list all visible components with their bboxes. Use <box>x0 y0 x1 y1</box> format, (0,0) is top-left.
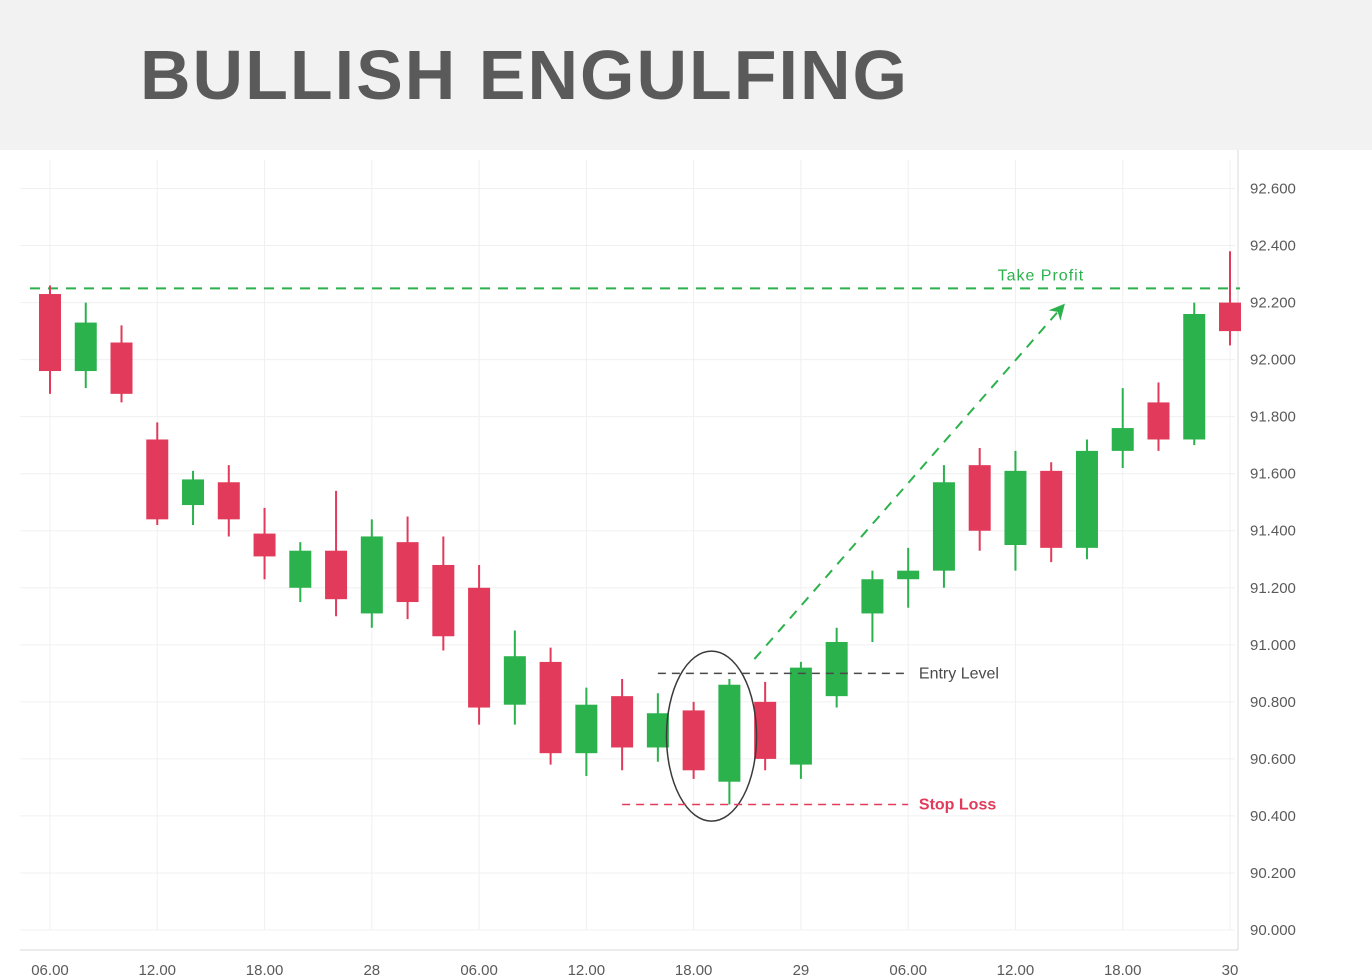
x-tick-label: 06.00 <box>460 962 498 979</box>
candle-bear <box>683 710 705 770</box>
candle-bull <box>647 713 669 747</box>
y-tick-label: 91.000 <box>1250 637 1296 654</box>
stop-loss-label: Stop Loss <box>919 797 996 814</box>
y-tick-label: 90.000 <box>1250 922 1296 939</box>
chart-area: 92.600 92.400 92.200 92.000 91.800 91.600 91.4… <box>0 150 1372 980</box>
x-tick-label: 18.00 <box>1104 962 1142 979</box>
candle-bear <box>754 702 776 759</box>
candle-bull <box>933 482 955 570</box>
chart-header: BULLISH ENGULFING <box>0 0 1372 150</box>
candle-bear <box>611 696 633 747</box>
entry-level-label: Entry Level <box>919 665 999 682</box>
candle-bear <box>1040 471 1062 548</box>
x-tick-label: 30 <box>1222 962 1239 979</box>
candle-bear <box>969 465 991 531</box>
y-tick-label: 92.400 <box>1250 238 1296 255</box>
x-tick-label: 18.00 <box>675 962 713 979</box>
candle-bull <box>361 536 383 613</box>
y-tick-label: 90.200 <box>1250 865 1296 882</box>
y-tick-label: 90.800 <box>1250 694 1296 711</box>
x-tick-label: 12.00 <box>568 962 606 979</box>
candle-bull <box>826 642 848 696</box>
candle-bull <box>1183 314 1205 439</box>
x-tick-label: 06.00 <box>889 962 927 979</box>
candle-bear <box>39 294 61 371</box>
y-tick-label: 92.000 <box>1250 352 1296 369</box>
x-tick-label: 06.00 <box>31 962 69 979</box>
y-tick-label: 91.400 <box>1250 523 1296 540</box>
x-tick-label: 12.00 <box>997 962 1035 979</box>
candle-bull <box>289 551 311 588</box>
y-tick-label: 90.600 <box>1250 751 1296 768</box>
candle-bull <box>1112 428 1134 451</box>
candle-bear <box>254 534 276 557</box>
candle-bear <box>1147 402 1169 439</box>
candle-bull <box>504 656 526 704</box>
chart-title: BULLISH ENGULFING <box>140 35 909 115</box>
y-tick-label: 92.600 <box>1250 181 1296 198</box>
candle-bull <box>75 323 97 371</box>
candlestick-svg: 92.600 92.400 92.200 92.000 91.800 91.600 91.4… <box>0 150 1372 980</box>
x-tick-label: 29 <box>793 962 810 979</box>
y-tick-label: 92.200 <box>1250 295 1296 312</box>
candle-bear <box>111 343 133 394</box>
candle-bull <box>182 479 204 505</box>
candle-bull <box>861 579 883 613</box>
candle-bull <box>1076 451 1098 548</box>
candle-bear <box>397 542 419 602</box>
x-tick-label: 18.00 <box>246 962 284 979</box>
candle-bear <box>468 588 490 708</box>
x-tick-label: 28 <box>363 962 380 979</box>
y-tick-label: 91.800 <box>1250 409 1296 426</box>
engulfing-highlight <box>667 651 757 821</box>
candle-bear <box>146 439 168 519</box>
y-tick-label: 90.400 <box>1250 808 1296 825</box>
candle-bear <box>218 482 240 519</box>
candle-bull <box>1004 471 1026 545</box>
candle-bull <box>790 668 812 765</box>
candle-bear <box>1219 303 1241 332</box>
x-tick-label: 12.00 <box>138 962 176 979</box>
candle-bull <box>897 571 919 580</box>
candle-bear <box>325 551 347 599</box>
candle-bull <box>575 705 597 753</box>
y-tick-label: 91.600 <box>1250 466 1296 483</box>
candle-bear <box>540 662 562 753</box>
candle-bull <box>718 685 740 782</box>
y-tick-label: 91.200 <box>1250 580 1296 597</box>
candle-bear <box>432 565 454 636</box>
take-profit-label: Take Profit <box>998 267 1085 284</box>
